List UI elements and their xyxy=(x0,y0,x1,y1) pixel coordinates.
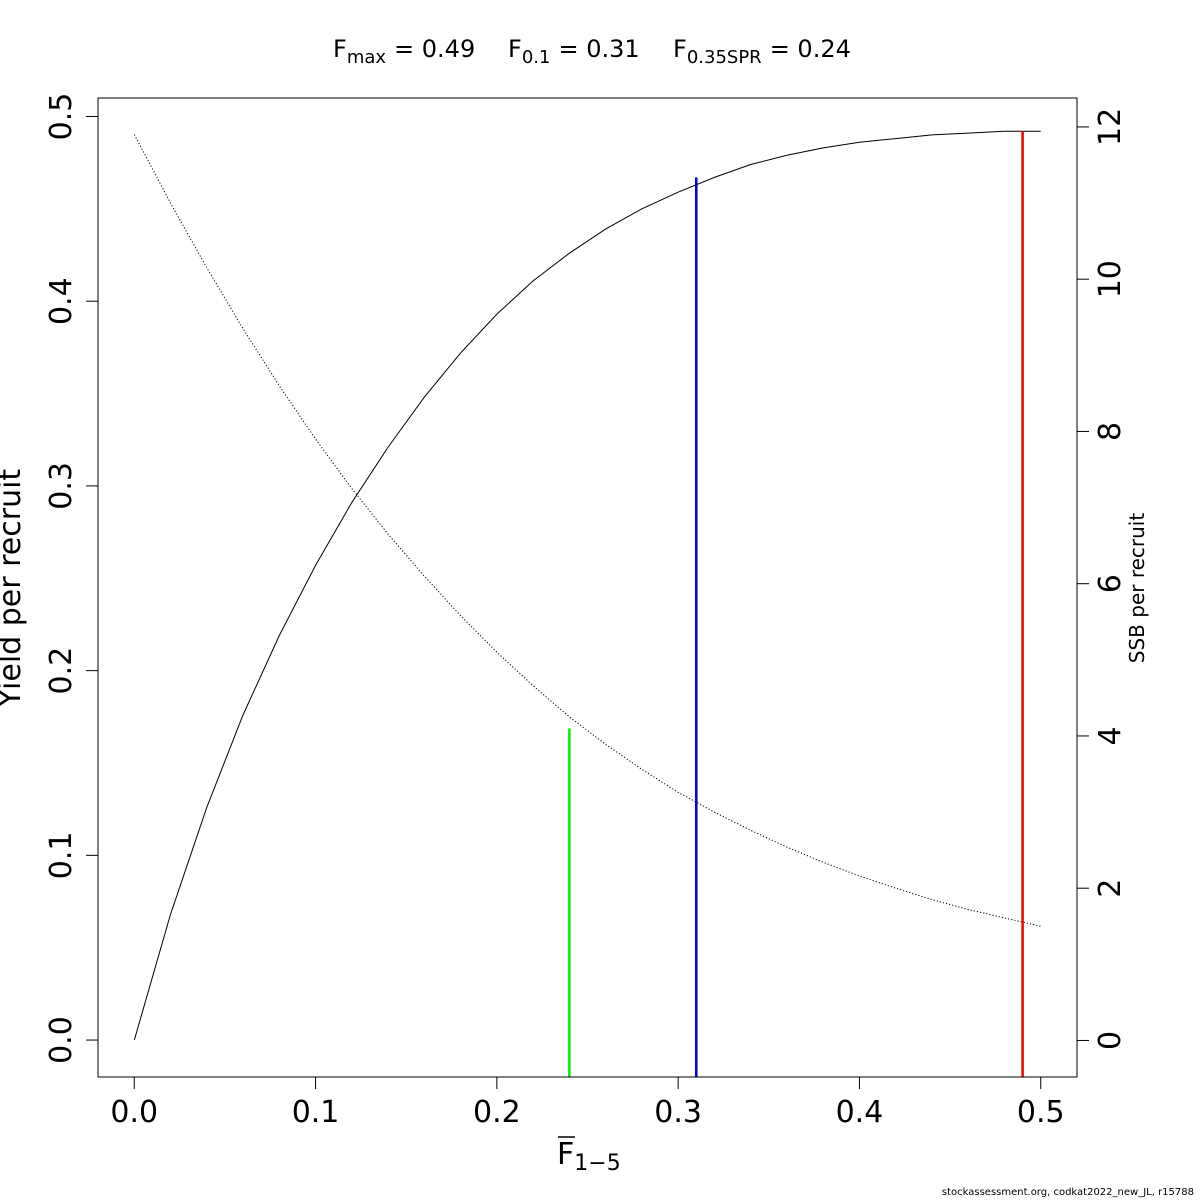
y-tick-label: 0.1 xyxy=(44,831,79,879)
y-tick-label: 0.2 xyxy=(44,647,79,695)
y2-tick-label: 2 xyxy=(1093,879,1128,898)
y-axis-right: 0 2 4 6 8 10 12 xyxy=(1076,108,1128,1050)
x-tick-label: 0.2 xyxy=(473,1095,521,1130)
y-axis-title: Yield per recruit xyxy=(0,469,28,709)
title-part: F0.1 = 0.31 xyxy=(508,35,640,68)
y-tick-label: 0.3 xyxy=(44,462,79,510)
y2-tick-label: 10 xyxy=(1093,260,1128,298)
series-layer xyxy=(133,130,1041,1041)
title-part: Fmax = 0.49 xyxy=(333,35,475,68)
x-axis: 0.0 0.1 0.2 0.3 0.4 0.5 xyxy=(110,1076,1065,1130)
chart-title: Fmax = 0.49 F0.1 = 0.31 F0.35SPR = 0.24 xyxy=(333,35,851,68)
yield-per-recruit-line xyxy=(133,130,1041,1041)
reference-lines xyxy=(568,131,1024,1077)
y2-tick-label: 0 xyxy=(1093,1031,1128,1050)
y-tick-label: 0.5 xyxy=(44,93,79,141)
x-axis-title: F1−5 xyxy=(557,1136,621,1176)
y-tick-label: 0.0 xyxy=(44,1016,79,1064)
y2-tick-label: 8 xyxy=(1093,422,1128,441)
x-tick-label: 0.4 xyxy=(836,1095,884,1130)
footer-credit: stockassessment.org, codkat2022_new_JL, … xyxy=(941,1187,1194,1198)
y2-axis-title: SSB per recruit xyxy=(1125,513,1149,664)
y2-tick-label: 4 xyxy=(1093,726,1128,745)
title-part: F0.35SPR = 0.24 xyxy=(673,35,851,68)
x-axis-title-text: F1−5 xyxy=(557,1137,621,1176)
x-tick-label: 0.0 xyxy=(110,1095,158,1130)
ssb-per-recruit-line xyxy=(133,134,1041,927)
x-tick-label: 0.3 xyxy=(654,1095,702,1130)
x-tick-label: 0.1 xyxy=(292,1095,340,1130)
y-axis-left: 0.0 0.1 0.2 0.3 0.4 0.5 xyxy=(44,93,99,1064)
plot-frame xyxy=(97,97,1078,1078)
x-tick-label: 0.5 xyxy=(1017,1095,1065,1130)
y2-tick-label: 12 xyxy=(1093,108,1128,146)
y-tick-label: 0.4 xyxy=(44,277,79,325)
y2-tick-label: 6 xyxy=(1093,574,1128,593)
